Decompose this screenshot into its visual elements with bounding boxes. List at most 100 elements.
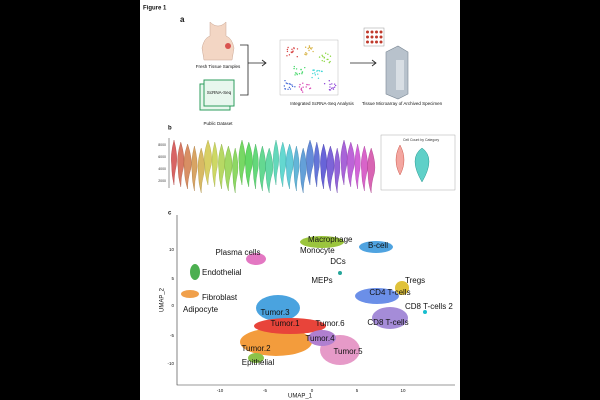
dot [312,72,314,75]
dot [289,88,292,90]
dot [286,55,288,57]
dot [291,85,294,88]
dot [328,61,331,64]
dot [328,80,330,82]
tma-dot [370,30,374,34]
tick-label: 4000 [158,167,166,171]
cluster-label: Tumor.6 [315,319,345,328]
box-text: ScRNA-Seq [207,90,232,95]
violin [354,143,361,190]
violin [299,147,307,194]
dot [291,48,293,51]
dot [300,87,303,89]
x-tick-label: 0 [311,388,314,393]
dot [289,83,292,85]
dot [293,47,295,50]
dot [304,46,307,48]
tma-dot [375,35,378,39]
violin [171,139,177,186]
microarray-icon [363,27,409,100]
dot [293,67,295,70]
dot [316,70,318,72]
dot [308,84,310,86]
dot [296,48,299,50]
dot [332,88,335,90]
dot [327,53,329,56]
dot [296,72,298,75]
dot [329,86,331,88]
dot [293,65,295,68]
dot [330,87,333,89]
dot [294,74,296,76]
cluster-label: Tumor.2 [241,344,271,353]
dot [296,73,298,76]
dot [323,60,325,63]
dot [296,55,298,58]
dot [311,47,313,49]
dot [292,51,294,53]
dot [295,68,298,70]
merge-arrow [240,44,267,96]
dot [314,74,317,76]
tsne-plot [279,39,339,96]
dot [308,45,311,47]
dot [309,87,311,90]
tma-dot [375,30,378,34]
dot [333,86,336,88]
tick-label: 2000 [158,179,166,183]
panel-label: a [180,15,185,24]
dot [301,71,304,73]
y-tick-label: -5 [170,333,174,338]
dot [334,84,337,87]
tma-dot [375,40,378,44]
cluster-label: Tumor.4 [305,334,335,343]
dot [306,53,308,55]
inset-frame [380,134,456,191]
dot [287,46,289,49]
dot [322,55,324,58]
dot [302,86,304,88]
x-axis-label: UMAP_1 [288,394,313,400]
x-tick-label: -5 [263,388,267,393]
cluster-label: Epithelial [242,358,275,367]
panel-label: c [168,211,172,217]
dot [306,83,308,86]
dot [284,88,287,90]
y-tick-label: 0 [171,303,174,308]
tick-label: 8000 [158,143,166,147]
dot [333,83,336,85]
violin [197,147,205,194]
dot [301,72,303,75]
cluster-label: Tumor.5 [333,347,363,356]
dot [310,48,312,50]
dot [329,60,331,63]
dot [321,59,323,62]
dot [304,53,306,55]
dot [317,77,320,80]
microarray-text: Tissue Microarray of Archived Specimen [362,101,443,106]
dot [285,82,287,84]
dot [321,54,323,57]
dataset-icon [199,79,235,111]
cluster-label: CD8 T-cells 2 [405,302,453,311]
cluster-label: DCs [330,257,346,266]
violin [252,143,259,190]
dot [312,50,314,53]
violin [306,139,314,186]
violin [326,145,335,192]
dot [331,83,333,85]
dot [317,69,319,72]
tma-dot [379,40,383,44]
inset-violin [414,147,430,183]
violin [285,143,294,190]
x-tick-label: 5 [356,388,359,393]
violin [293,145,300,192]
x-tick-label: 10 [400,388,406,393]
body-icon [201,21,235,61]
dot [288,54,291,56]
cluster-label: Fibroblast [202,293,238,302]
violin [273,139,279,186]
violin [204,139,212,186]
x-tick-label: -10 [217,388,224,393]
